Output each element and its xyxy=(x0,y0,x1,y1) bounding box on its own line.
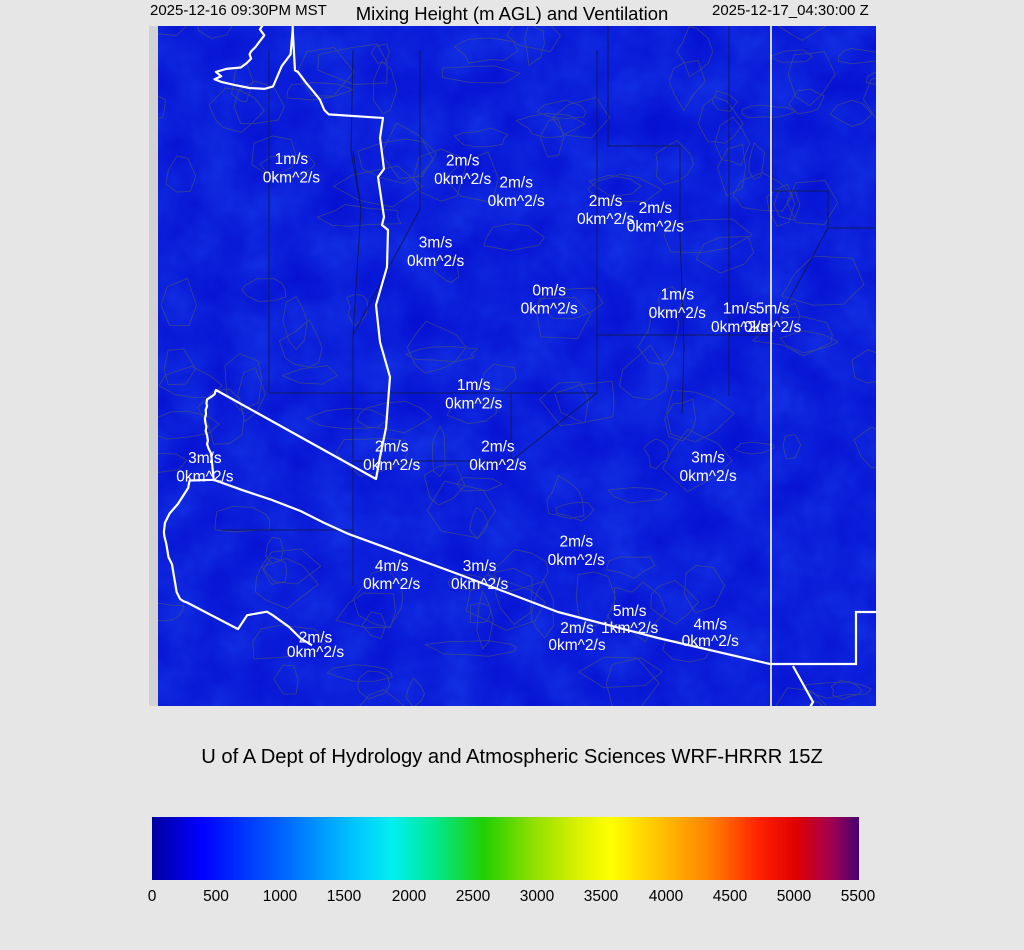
svg-text:0km^2/s: 0km^2/s xyxy=(744,319,801,336)
svg-text:0km^2/s: 0km^2/s xyxy=(521,301,578,318)
svg-text:0km^2/s: 0km^2/s xyxy=(488,193,545,210)
svg-text:2m/s: 2m/s xyxy=(499,175,533,192)
svg-text:0km^2/s: 0km^2/s xyxy=(407,253,464,270)
svg-text:0km^2/s: 0km^2/s xyxy=(627,219,684,236)
svg-text:3m/s: 3m/s xyxy=(463,558,497,575)
svg-text:0km^2/s: 0km^2/s xyxy=(469,457,526,474)
svg-text:3m/s: 3m/s xyxy=(419,235,453,252)
svg-text:1m/s: 1m/s xyxy=(457,377,491,394)
svg-text:5m/s: 5m/s xyxy=(613,603,647,620)
svg-text:1km^2/s: 1km^2/s xyxy=(601,620,658,637)
svg-text:0km^2/s: 0km^2/s xyxy=(263,170,320,187)
svg-text:2m/s: 2m/s xyxy=(589,193,623,210)
svg-text:0km^2/s: 0km^2/s xyxy=(548,552,605,569)
svg-text:0km^2/s: 0km^2/s xyxy=(363,576,420,593)
svg-text:1m/s: 1m/s xyxy=(723,301,757,318)
svg-text:2m/s: 2m/s xyxy=(639,200,673,217)
svg-text:0km^2/s: 0km^2/s xyxy=(548,637,605,654)
svg-text:0km^2/s: 0km^2/s xyxy=(451,576,508,593)
svg-text:2m/s: 2m/s xyxy=(481,439,515,456)
svg-text:4m/s: 4m/s xyxy=(694,616,728,633)
svg-text:0m/s: 0m/s xyxy=(532,282,566,299)
svg-text:4m/s: 4m/s xyxy=(375,558,409,575)
svg-text:2m/s: 2m/s xyxy=(560,620,594,637)
svg-text:0km^2/s: 0km^2/s xyxy=(682,633,739,650)
svg-text:0km^2/s: 0km^2/s xyxy=(679,468,736,485)
svg-text:3m/s: 3m/s xyxy=(188,450,222,467)
svg-text:0km^2/s: 0km^2/s xyxy=(363,457,420,474)
svg-text:0km^2/s: 0km^2/s xyxy=(649,305,706,322)
svg-text:2m/s: 2m/s xyxy=(375,439,409,456)
svg-text:1m/s: 1m/s xyxy=(661,287,695,304)
svg-text:1m/s: 1m/s xyxy=(275,151,309,168)
svg-text:0km^2/s: 0km^2/s xyxy=(176,469,233,486)
svg-text:0km^2/s: 0km^2/s xyxy=(434,171,491,188)
svg-text:0km^2/s: 0km^2/s xyxy=(287,644,344,661)
svg-text:2m/s: 2m/s xyxy=(560,534,594,551)
svg-text:0km^2/s: 0km^2/s xyxy=(445,395,502,412)
svg-text:5m/s: 5m/s xyxy=(756,301,790,318)
svg-text:3m/s: 3m/s xyxy=(691,450,725,467)
svg-text:2m/s: 2m/s xyxy=(446,153,480,170)
